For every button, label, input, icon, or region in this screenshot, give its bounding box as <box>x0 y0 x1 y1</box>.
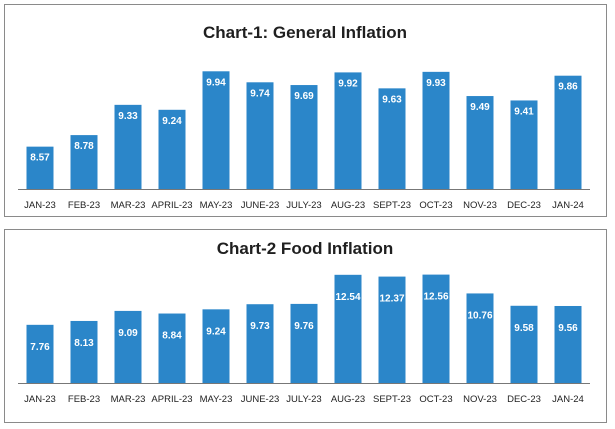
bar-sept-23 <box>378 276 406 383</box>
x-tick-label: JULY-23 <box>286 394 321 405</box>
bar-jan-23 <box>26 146 54 189</box>
x-tick-label: MAR-23 <box>111 200 146 211</box>
data-label: 9.86 <box>558 82 578 93</box>
data-label: 9.63 <box>382 94 402 105</box>
data-label: 9.58 <box>514 323 534 334</box>
general-inflation-panel: Chart-1: General Inflation 8.57 JAN-23 8.7… <box>4 4 607 217</box>
x-tick-label: MAY-23 <box>200 394 233 405</box>
x-tick-label: JAN-24 <box>552 200 584 211</box>
bar-feb-23 <box>70 135 98 189</box>
x-tick-label: DEC-23 <box>507 394 541 405</box>
bar-oct-23 <box>422 71 450 189</box>
data-label: 9.94 <box>206 77 226 88</box>
bar-dec-23 <box>510 100 538 189</box>
data-label: 9.73 <box>250 321 270 332</box>
x-tick-label: SEPT-23 <box>373 394 411 405</box>
x-tick-label: APRIL-23 <box>151 394 192 405</box>
bar-april-23 <box>158 313 186 383</box>
bar-jan-23 <box>26 324 54 383</box>
x-tick-label: NOV-23 <box>463 200 497 211</box>
x-tick-label: JUNE-23 <box>241 394 280 405</box>
data-label: 9.24 <box>206 326 226 337</box>
bar-mar-23 <box>114 104 142 189</box>
x-tick-label: JUNE-23 <box>241 200 280 211</box>
data-label: 9.41 <box>514 106 534 117</box>
bar-feb-23 <box>70 320 98 383</box>
data-label: 8.13 <box>74 338 94 349</box>
x-tick-label: SEPT-23 <box>373 200 411 211</box>
data-label: 9.92 <box>338 78 358 89</box>
bar-dec-23 <box>510 305 538 383</box>
data-label: 9.76 <box>294 321 314 332</box>
x-tick-label: AUG-23 <box>331 394 365 405</box>
x-tick-label: FEB-23 <box>68 394 100 405</box>
bar-nov-23 <box>466 293 494 383</box>
data-label: 9.93 <box>426 78 446 89</box>
bar-aug-23 <box>334 274 362 383</box>
x-tick-label: MAY-23 <box>200 200 233 211</box>
food-inflation-chart: Chart-2 Food Inflation 7.76 JAN-23 8.13 FEB… <box>18 239 590 405</box>
bar-aug-23 <box>334 72 362 189</box>
chart-2-title: Chart-2 Food Inflation <box>217 239 394 258</box>
chart-1-title: Chart-1: General Inflation <box>203 23 407 42</box>
data-label: 9.74 <box>250 88 270 99</box>
bar-jan-24 <box>554 75 582 189</box>
bar-sept-23 <box>378 88 406 189</box>
bar-oct-23 <box>422 274 450 383</box>
data-label: 12.56 <box>423 292 448 303</box>
bar-nov-23 <box>466 96 494 189</box>
data-label: 9.24 <box>162 116 182 127</box>
bar-jan-24 <box>554 305 582 383</box>
data-label: 12.54 <box>335 292 360 303</box>
data-label: 8.78 <box>74 141 94 152</box>
x-tick-label: NOV-23 <box>463 394 497 405</box>
x-tick-label: AUG-23 <box>331 200 365 211</box>
x-tick-label: FEB-23 <box>68 200 100 211</box>
data-label: 12.37 <box>379 294 404 305</box>
bar-july-23 <box>290 85 318 189</box>
x-tick-label: MAR-23 <box>111 394 146 405</box>
x-tick-label: JAN-24 <box>552 394 584 405</box>
bar-july-23 <box>290 303 318 383</box>
bar-may-23 <box>202 309 230 383</box>
bar-april-23 <box>158 109 186 189</box>
x-tick-label: JULY-23 <box>286 200 321 211</box>
x-tick-label: OCT-23 <box>419 200 452 211</box>
bar-may-23 <box>202 71 230 189</box>
x-tick-label: JAN-23 <box>24 200 56 211</box>
bar-june-23 <box>246 304 274 383</box>
x-tick-label: OCT-23 <box>419 394 452 405</box>
data-label: 9.69 <box>294 91 314 102</box>
data-label: 10.76 <box>467 310 492 321</box>
general-inflation-chart: Chart-1: General Inflation 8.57 JAN-23 8.7… <box>18 23 590 211</box>
x-tick-label: DEC-23 <box>507 200 541 211</box>
x-tick-label: APRIL-23 <box>151 200 192 211</box>
data-label: 8.84 <box>162 331 182 342</box>
data-label: 9.56 <box>558 323 578 334</box>
data-label: 8.57 <box>30 153 50 164</box>
data-label: 7.76 <box>30 342 50 353</box>
x-tick-label: JAN-23 <box>24 394 56 405</box>
data-label: 9.49 <box>470 102 490 113</box>
data-label: 9.09 <box>118 328 138 339</box>
bar-mar-23 <box>114 310 142 383</box>
data-label: 9.33 <box>118 111 138 122</box>
bar-june-23 <box>246 82 274 189</box>
food-inflation-panel: Chart-2 Food Inflation 7.76 JAN-23 8.13 FEB… <box>4 229 607 423</box>
